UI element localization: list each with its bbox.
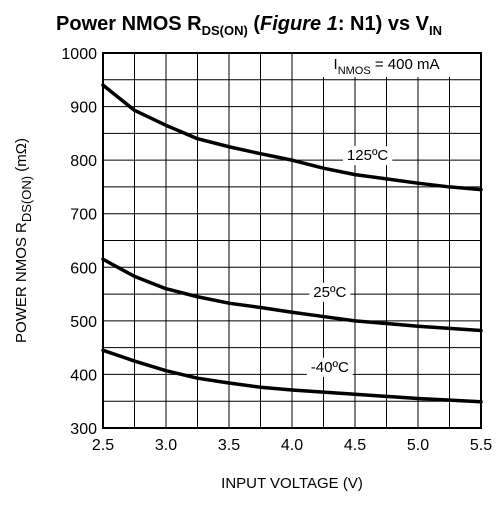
y-tick-label: 300 [70, 421, 97, 438]
series-label-background [306, 357, 353, 377]
chart-title-italic: Figure 1 [260, 13, 338, 35]
y-axis-label-part: POWER NMOS R [13, 222, 30, 343]
y-tick-label: 900 [70, 100, 97, 117]
grid [103, 53, 481, 428]
y-axis-label-subscript: DS(ON) [19, 176, 34, 222]
annotation-background [308, 53, 465, 78]
y-tick-label: 500 [70, 314, 97, 331]
annotation-part: = 400 mA [371, 56, 440, 73]
series-line-0 [101, 83, 483, 192]
chart-title-part: ( [248, 13, 261, 35]
series-line-2 [101, 348, 483, 404]
chart-title-subscript: IN [429, 23, 442, 38]
series-label-0: 125ºC [347, 147, 389, 164]
annotation-part: I [334, 56, 338, 73]
chart-title-part: : N1) vs V [338, 13, 430, 35]
series-lines [101, 83, 483, 404]
x-tick-label: 5.5 [470, 437, 492, 454]
y-tick-label: 700 [70, 207, 97, 224]
tick-labels: 2.5 3.0 3.5 4.0 4.5 5.0 5.5 300 400 500 600 700 800 9… [61, 46, 492, 454]
series-label-background [309, 282, 351, 302]
y-axis-label: POWER NMOS RDS(ON) (mΩ) [13, 138, 34, 343]
annotation-subscript: NMOS [338, 65, 371, 77]
y-axis-label-part: (mΩ) [13, 138, 30, 176]
x-tick-label: 2.5 [92, 437, 114, 454]
series-label-background [342, 146, 393, 166]
series-label-1: 25ºC [313, 284, 346, 301]
x-tick-label: 4.0 [281, 437, 303, 454]
series-labels: 125ºC 25ºC -40ºC [306, 146, 393, 377]
x-tick-label: 5.0 [407, 437, 429, 454]
x-axis-label: INPUT VOLTAGE (V) [221, 475, 363, 492]
chart-title-part: Power NMOS R [56, 13, 202, 35]
y-tick-label: 1000 [61, 46, 97, 63]
y-tick-label: 600 [70, 260, 97, 277]
series-line-1 [101, 257, 483, 333]
chart-title-subscript: DS(ON) [202, 23, 248, 38]
x-tick-label: 3.5 [218, 437, 240, 454]
plot-frame [102, 52, 482, 429]
series-label-2: -40ºC [311, 359, 349, 376]
chart-title: Power NMOS RDS(ON) (Figure 1: N1) vs VIN [56, 13, 442, 38]
y-tick-label: 400 [70, 367, 97, 384]
x-tick-label: 3.0 [155, 437, 177, 454]
x-tick-label: 4.5 [344, 437, 366, 454]
annotation-text: INMOS = 400 mA [334, 56, 440, 77]
y-tick-label: 800 [70, 153, 97, 170]
